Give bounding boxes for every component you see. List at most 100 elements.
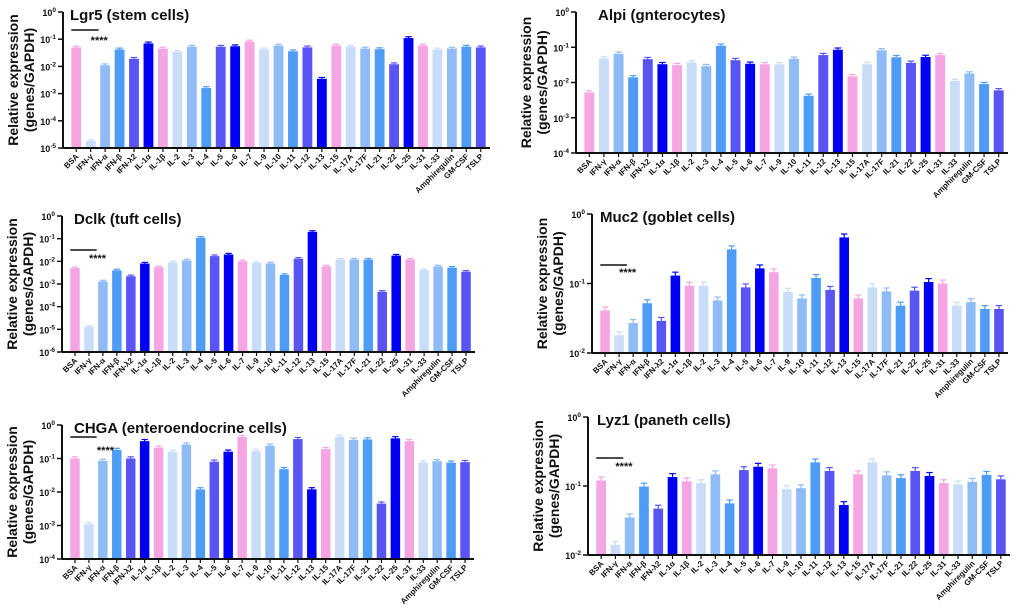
bar <box>348 439 359 559</box>
bar <box>980 308 990 353</box>
bar <box>698 285 709 353</box>
bar <box>360 48 371 149</box>
x-tick-label: IL-5 <box>203 356 220 373</box>
bar <box>923 282 934 353</box>
bar <box>288 51 298 149</box>
bar <box>70 458 80 559</box>
bar <box>167 262 178 352</box>
chart-panel: BSAIFN-γIFN-αIFN-βIFN-λ2IL-1αIL-1βIL-2IL… <box>5 7 490 195</box>
y-axis-label: (genes/GAPDH) <box>21 28 37 132</box>
bar <box>154 267 164 352</box>
chart-title: Lyz1 (paneth cells) <box>597 412 731 429</box>
x-tick-label: IL-6 <box>217 356 234 373</box>
bar <box>70 268 80 352</box>
y-axis-label: Relative expression <box>530 420 546 552</box>
bar <box>993 90 1004 153</box>
bar <box>377 291 387 352</box>
bar <box>209 256 220 352</box>
y-tick-label: 10-1 <box>569 279 585 290</box>
bar <box>389 64 399 148</box>
bar <box>307 489 317 559</box>
bar <box>302 47 313 148</box>
bar <box>938 483 949 555</box>
y-tick-label: 10-3 <box>553 113 569 124</box>
bar <box>964 73 975 153</box>
bar <box>920 56 931 153</box>
bar <box>98 281 108 352</box>
bar <box>223 451 233 559</box>
bar <box>433 266 443 352</box>
x-tick-label: IL-4 <box>709 157 726 174</box>
bar <box>84 326 94 352</box>
x-tick-label: IL-3 <box>175 356 192 373</box>
bar <box>129 58 139 148</box>
bar <box>774 64 785 153</box>
bar <box>279 469 289 559</box>
x-tick-label: IL-5 <box>724 157 741 174</box>
bar <box>781 489 792 555</box>
bar <box>715 45 726 153</box>
x-tick-label: TSLP <box>982 157 1003 178</box>
bar <box>98 460 108 559</box>
y-tick-label: 100 <box>567 412 581 423</box>
y-tick-label: 10-4 <box>553 148 569 159</box>
x-tick-label: IL-4 <box>194 152 211 169</box>
y-tick-label: 10-4 <box>40 116 56 127</box>
bar <box>293 258 304 352</box>
bar <box>951 305 962 353</box>
x-tick-label: IL-3 <box>174 563 191 580</box>
bar <box>293 439 303 559</box>
bar <box>710 474 721 555</box>
bar <box>418 45 428 148</box>
x-tick-label: IL-7 <box>238 152 255 169</box>
bar <box>345 46 356 149</box>
bar <box>172 51 183 149</box>
x-tick-label: TSLP <box>984 559 1005 580</box>
y-axis-label: (genes/GAPDH) <box>546 434 562 538</box>
x-tick-label: IL-6 <box>748 357 765 374</box>
bar <box>803 95 814 153</box>
bar <box>724 503 735 555</box>
x-tick-label: IL-3 <box>694 157 711 174</box>
bar <box>100 65 111 148</box>
y-axis-label: Relative expression <box>5 14 21 146</box>
bar <box>653 508 664 555</box>
y-tick-label: 10-4 <box>39 302 55 313</box>
y-tick-label: 10-2 <box>565 550 581 561</box>
bar <box>251 262 262 352</box>
bar <box>994 308 1004 353</box>
bar <box>419 270 429 352</box>
chart-panel: BSAIFN-γIFN-αIFN-βIFN-λ2IL-1αIL-1βIL-2IL… <box>518 7 1008 200</box>
bar <box>335 259 346 352</box>
bar <box>201 88 212 148</box>
bar <box>362 439 373 559</box>
chart-panel: BSAIFN-γIFN-αIFN-βIFN-λ2IL-1αIL-1βIL-2IL… <box>530 412 1010 602</box>
x-tick-label: IL-7 <box>753 157 770 174</box>
chart-panel: BSAIFN-γIFN-αIFN-βIFN-λ2IL-1αIL-1βIL-2IL… <box>4 211 475 399</box>
bar <box>265 445 275 559</box>
y-axis-label: (genes/GAPDH) <box>550 231 566 335</box>
bar <box>895 305 906 353</box>
bar <box>838 505 849 555</box>
bar <box>251 450 261 559</box>
bar <box>726 249 737 353</box>
y-tick-label: 100 <box>42 7 56 18</box>
bar <box>910 470 921 555</box>
y-tick-label: 10-5 <box>40 143 56 154</box>
bar <box>767 468 778 555</box>
bar <box>935 55 946 153</box>
y-tick-label: 10-1 <box>565 481 581 492</box>
bar <box>730 60 741 153</box>
x-tick-label: IL-4 <box>720 357 737 374</box>
bar <box>237 261 248 352</box>
x-tick-label: IL-5 <box>732 559 749 576</box>
x-tick-label: IL-4 <box>188 563 205 580</box>
bar <box>112 270 122 352</box>
bar <box>745 63 756 154</box>
bar <box>331 45 342 148</box>
bar <box>447 267 457 352</box>
y-tick-label: 10-2 <box>39 487 55 498</box>
bar <box>334 436 345 559</box>
y-tick-label: 10-3 <box>40 89 56 100</box>
